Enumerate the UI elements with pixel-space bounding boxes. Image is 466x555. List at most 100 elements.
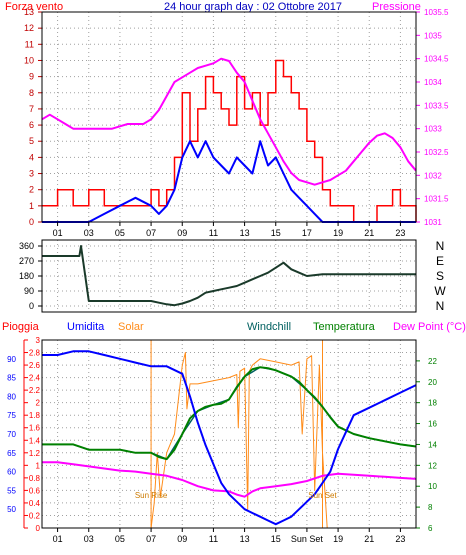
temperature-tick-label: 16	[428, 420, 437, 429]
rain-tick-label: 2	[36, 399, 41, 408]
temperature-tick-label: 10	[428, 482, 437, 491]
left-tick-label: 9	[29, 72, 34, 82]
left-tick-label: 10	[24, 55, 34, 65]
right-tick-label: 1032	[424, 171, 442, 180]
rain-legend: Pioggia	[2, 321, 40, 333]
x-tick-label: 05	[115, 228, 125, 238]
humidity-tick-label: 55	[7, 486, 16, 495]
temperature-series	[42, 366, 417, 461]
x-tick-label: 11	[209, 228, 218, 238]
wind-direction-series	[42, 245, 416, 307]
left-tick-label: 13	[24, 7, 34, 17]
x-tick-label: 09	[177, 534, 187, 544]
temperature-tick-label: 8	[428, 503, 433, 512]
humidity-series	[42, 350, 417, 526]
rain-tick-label: 0.6	[29, 486, 41, 495]
left-tick-label: 2	[29, 185, 34, 195]
left-tick-label: 0	[29, 217, 34, 227]
temperature-tick-label: 14	[428, 440, 437, 449]
right-tick-label: 1034.5	[424, 55, 449, 64]
rain-tick-label: 1.8	[29, 411, 41, 420]
x-tick-label: 23	[395, 534, 405, 544]
left-tick-label: 3	[29, 169, 34, 179]
pressure-label: Pressione	[372, 1, 421, 13]
windchill-legend: Windchill	[247, 321, 291, 333]
x-tick-label: 13	[240, 228, 250, 238]
x-tick-label: 13	[240, 534, 250, 544]
humidity-tick-label: 90	[7, 355, 16, 364]
rain-tick-label: 0.4	[29, 499, 41, 508]
compass-label: W	[434, 284, 446, 298]
right-tick-label: 1033.5	[424, 101, 449, 110]
left-tick-label: 1	[29, 201, 34, 211]
temperature-legend: Temperatura	[313, 321, 376, 333]
dewpoint-series	[42, 461, 417, 498]
rain-tick-label: 2.6	[29, 361, 41, 370]
left-tick-label: 7	[29, 104, 34, 114]
temperature-tick-label: 18	[428, 399, 437, 408]
temperature-tick-label: 12	[428, 461, 437, 470]
humidity-tick-label: 70	[7, 430, 16, 439]
left-tick-label: 270	[19, 256, 34, 266]
compass-label: E	[436, 254, 444, 268]
rain-tick-label: 0.2	[29, 511, 41, 520]
humidity-tick-label: 85	[7, 374, 16, 383]
humidity-legend: Umidita	[67, 321, 105, 333]
rain-tick-label: 3	[36, 336, 41, 345]
rain-tick-label: 1.2	[29, 449, 41, 458]
rain-tick-label: 1.6	[29, 424, 41, 433]
rain-tick-label: 2.8	[29, 349, 41, 358]
chart-title: 24 hour graph day : 02 Ottobre 2017	[164, 1, 342, 13]
right-tick-label: 1032.5	[424, 148, 449, 157]
left-tick-label: 90	[24, 286, 34, 296]
x-tick-label: Sun Set	[291, 534, 324, 544]
x-tick-label: 15	[271, 228, 281, 238]
x-tick-label: 03	[84, 228, 94, 238]
left-tick-label: 5	[29, 136, 34, 146]
left-tick-label: 8	[29, 88, 34, 98]
x-tick-label: 21	[364, 534, 374, 544]
humidity-tick-label: 75	[7, 411, 16, 420]
left-tick-label: 180	[19, 271, 34, 281]
x-tick-label: 23	[395, 228, 405, 238]
right-tick-label: 1031.5	[424, 195, 449, 204]
rain-tick-label: 1	[36, 461, 41, 470]
dewpoint-legend: Dew Point (°C)	[393, 321, 466, 333]
rain-tick-label: 0	[36, 524, 41, 533]
left-tick-label: 0	[29, 301, 34, 311]
rain-tick-label: 1.4	[29, 436, 41, 445]
left-tick-label: 360	[19, 241, 34, 251]
temperature-tick-label: 6	[428, 524, 433, 533]
humidity-tick-label: 50	[7, 505, 16, 514]
plot-frame	[41, 239, 417, 313]
x-tick-label: 11	[209, 534, 218, 544]
x-tick-label: 17	[302, 228, 312, 238]
wind-speed-series	[42, 59, 417, 223]
wind-pressure-panel: 01234567891011121310311031.510321032.510…	[24, 7, 449, 238]
x-tick-label: 07	[146, 228, 156, 238]
right-tick-label: 1035.5	[424, 8, 449, 17]
left-tick-label: 4	[29, 152, 34, 162]
compass-label: N	[436, 299, 445, 313]
x-tick-label: 19	[333, 534, 343, 544]
temperature-tick-label: 22	[428, 357, 437, 366]
right-tick-label: 1031	[424, 218, 442, 227]
plot-frame	[41, 11, 417, 223]
rain-tick-label: 0.8	[29, 474, 41, 483]
left-tick-label: 12	[24, 23, 34, 33]
humidity-tick-label: 80	[7, 392, 16, 401]
rain-tick-label: 2.2	[29, 386, 41, 395]
sunset-label: Sun Set	[308, 491, 337, 500]
sunrise-label: Sun Rise	[135, 491, 168, 500]
humidity-tick-label: 65	[7, 449, 16, 458]
rain-humidity-temperature-panel: 0 0.2 0.4 0.6 0.8 1 1.2 1.4 1.6 1.8 2 2.2 2.4 2.6 2.8 3…	[7, 336, 437, 544]
humidity-tick-label: 60	[7, 468, 16, 477]
right-tick-label: 1034	[424, 78, 442, 87]
compass-label: N	[436, 239, 445, 253]
pressure-series	[41, 57, 417, 186]
x-tick-label: 01	[53, 228, 63, 238]
right-tick-label: 1035	[424, 31, 442, 40]
